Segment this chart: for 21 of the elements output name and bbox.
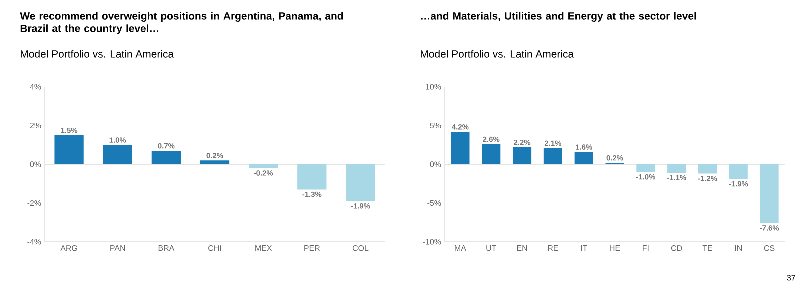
bar <box>103 145 132 164</box>
chart-subtitle: Model Portfolio vs. Latin America <box>421 50 574 58</box>
bar <box>298 164 327 190</box>
chart-subtitle: Model Portfolio vs. Latin America <box>21 50 174 58</box>
bar <box>482 144 501 164</box>
bar <box>200 160 230 164</box>
chart-title: …and Materials, Utilities and Energy at the sector level <box>421 12 696 22</box>
bar <box>729 164 748 180</box>
bar <box>54 135 84 164</box>
bar <box>152 150 182 164</box>
chart-title: We recommend overweight positions in Argentina, Panama, and Brazil at the country level… <box>20 12 344 34</box>
bar <box>451 132 470 164</box>
bar <box>513 147 532 164</box>
bar <box>544 148 562 164</box>
bar <box>668 164 686 174</box>
bar <box>760 164 779 224</box>
bar <box>574 152 594 164</box>
bar <box>636 164 656 172</box>
bar <box>346 164 376 202</box>
bar <box>249 164 278 168</box>
bar <box>698 164 718 174</box>
